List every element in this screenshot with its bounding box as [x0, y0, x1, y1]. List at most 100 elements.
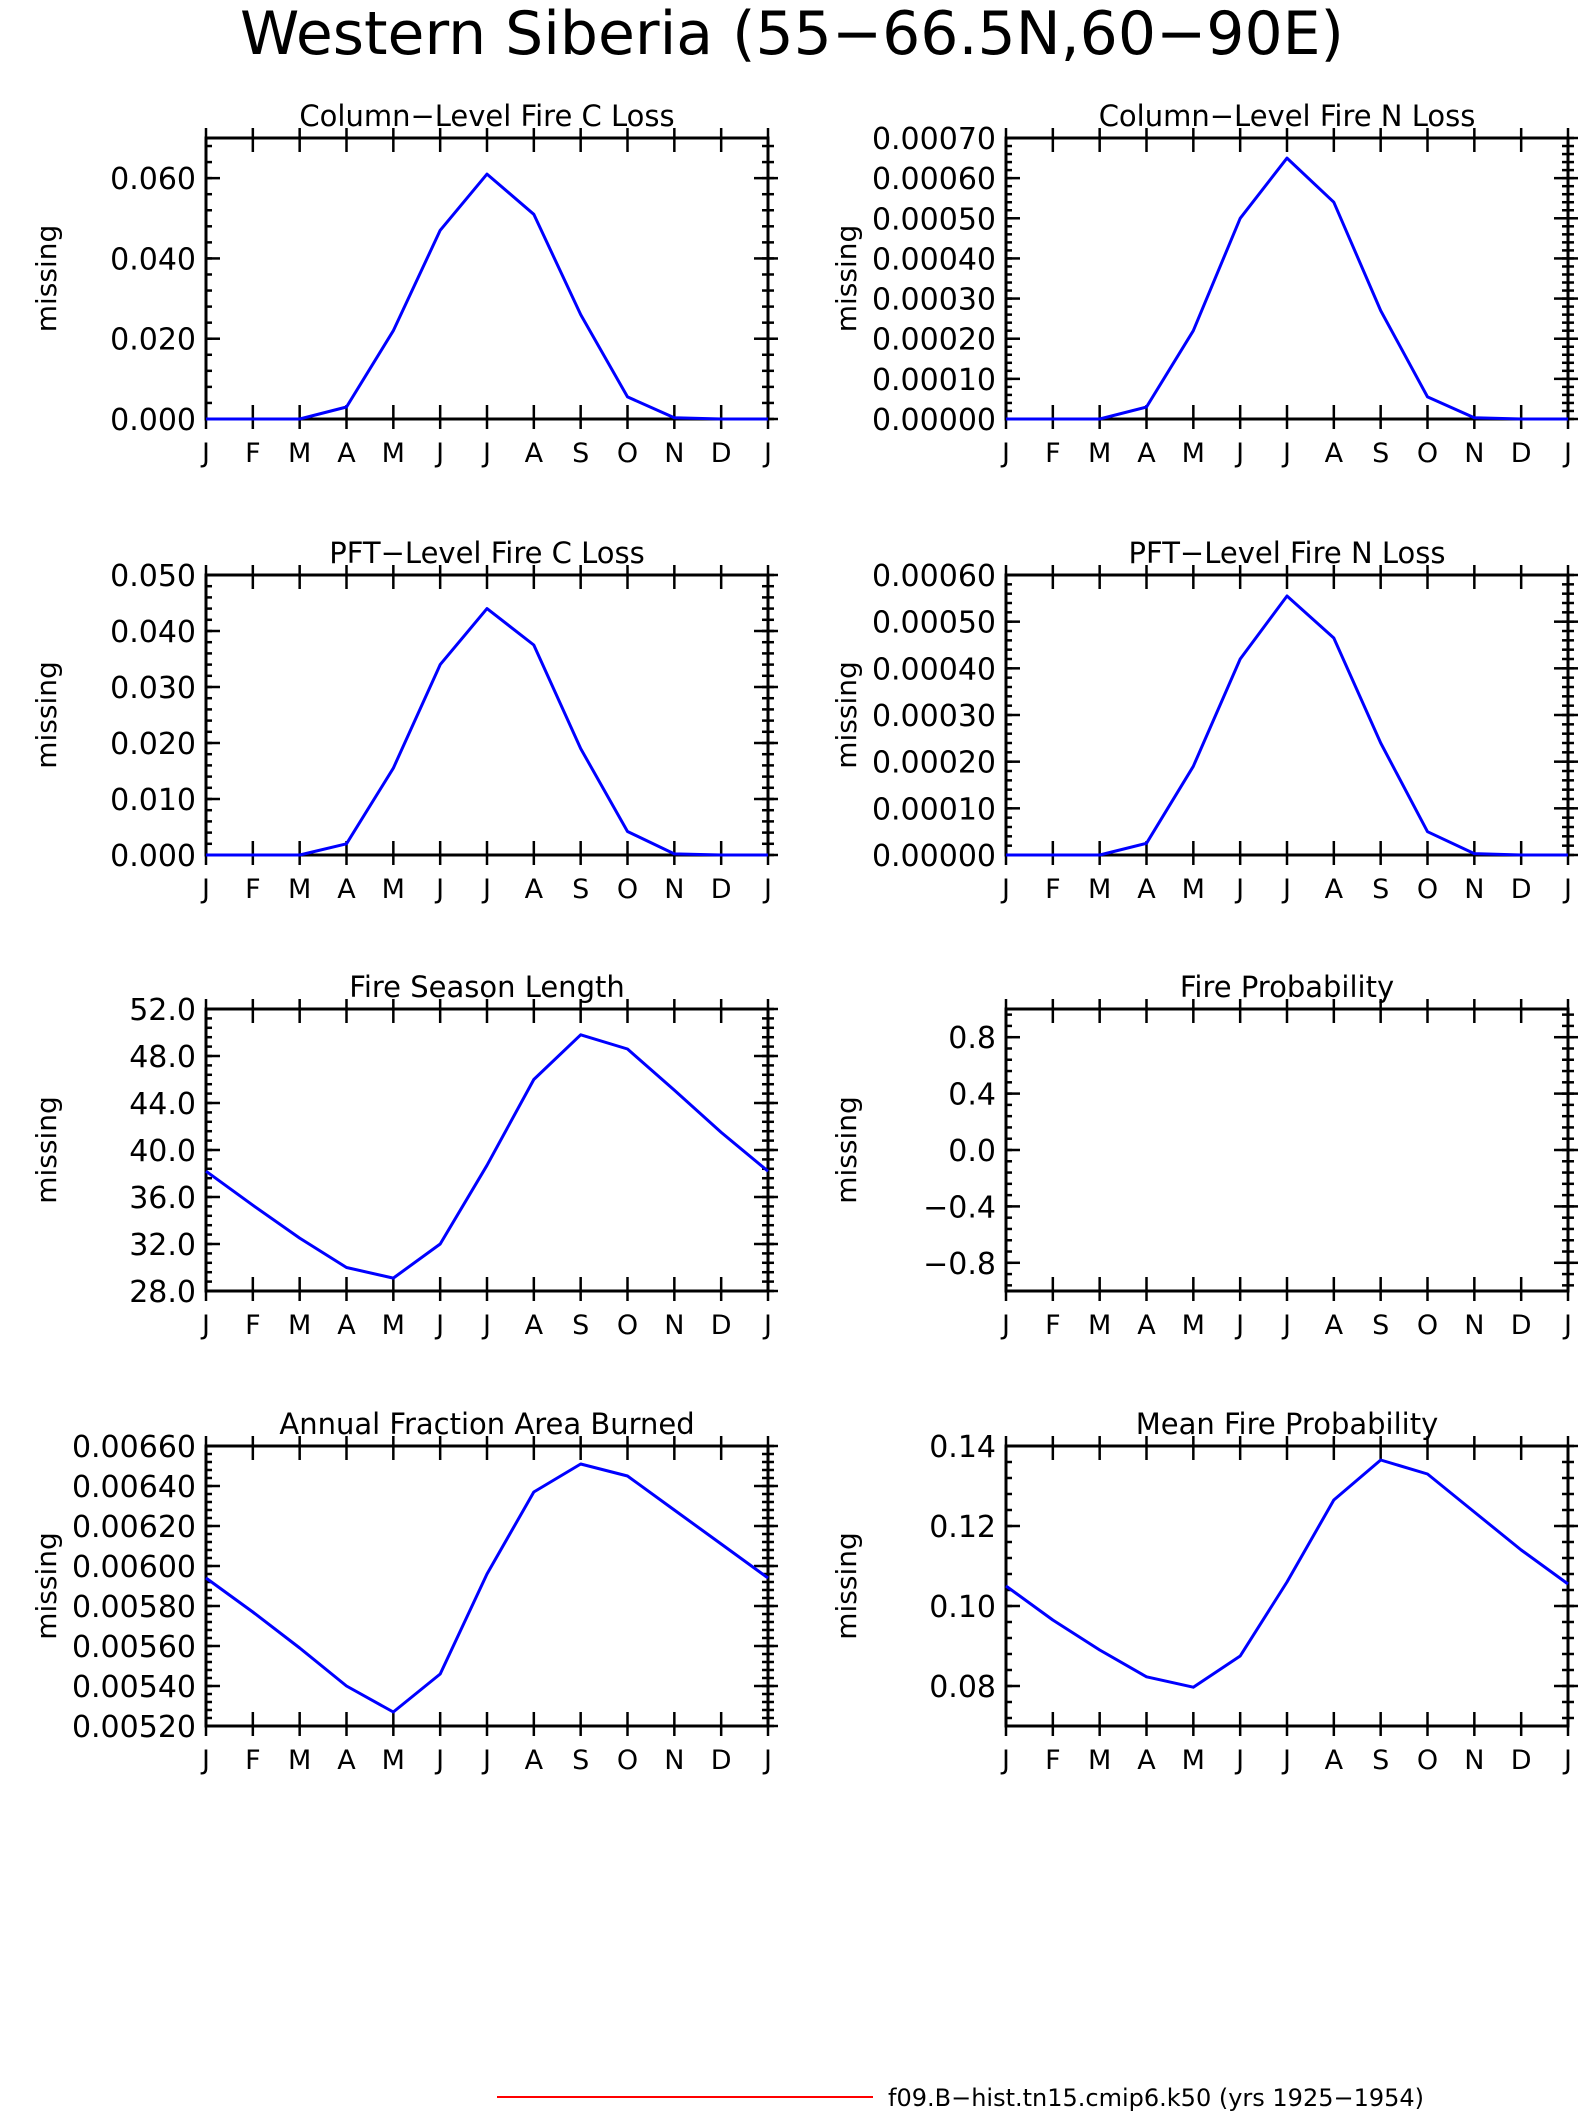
x-tick-label: J [481, 1310, 491, 1341]
x-tick-label: S [572, 438, 589, 469]
y-tick-label: 28.0 [129, 1275, 196, 1310]
x-tick-label: N [1464, 1745, 1484, 1776]
x-tick-label: N [1464, 1310, 1484, 1341]
legend: f09.B−hist.tn15.cmip6.k50 (yrs 1925−1954… [497, 2084, 1424, 2112]
x-tick-label: M [382, 1745, 405, 1776]
plot-frame [204, 573, 770, 857]
x-tick-label: D [1511, 438, 1532, 469]
x-tick-label: J [762, 1310, 772, 1341]
x-tick-label: J [481, 1745, 491, 1776]
x-tick-label: N [1464, 874, 1484, 905]
y-axis: 0.00000 0.00010 0.00020 0.00030 0.00040 0.000… [872, 559, 1578, 874]
x-tick-label: M [1182, 438, 1205, 469]
y-tick-label: 0.00030 [872, 283, 996, 318]
y-tick-label: 0.00050 [872, 606, 996, 641]
x-tick-label: F [1045, 438, 1061, 469]
plot-frame [1004, 1444, 1570, 1728]
x-tick-label: M [288, 1745, 311, 1776]
x-tick-label: J [1562, 874, 1572, 905]
plot-frame [204, 1444, 770, 1728]
x-tick-label: M [1088, 874, 1111, 905]
y-tick-label: 0.10 [929, 1590, 996, 1625]
x-tick-label: J [1281, 438, 1291, 469]
x-tick-label: M [382, 1310, 405, 1341]
x-tick-label: O [617, 438, 638, 469]
x-tick-label: N [664, 438, 684, 469]
x-tick-label: S [1372, 1310, 1389, 1341]
x-tick-label: J [200, 874, 210, 905]
x-tick-label: A [1137, 874, 1156, 905]
x-tick-label: J [762, 874, 772, 905]
y-tick-label: 0.040 [110, 242, 196, 277]
x-tick-label: D [1511, 1310, 1532, 1341]
x-tick-label: N [664, 1310, 684, 1341]
y-tick-label: 0.030 [110, 671, 196, 706]
x-tick-label: M [382, 874, 405, 905]
y-tick-label: 44.0 [129, 1087, 196, 1122]
x-tick-label: F [245, 1310, 261, 1341]
y-tick-label: 0.8 [948, 1021, 996, 1056]
x-tick-label: A [337, 1745, 356, 1776]
y-tick-label: 0.000 [110, 839, 196, 874]
y-tick-label: 0.00620 [72, 1510, 196, 1545]
y-tick-label: 0.14 [929, 1430, 996, 1465]
series-line [206, 172, 768, 421]
x-tick-label: O [1417, 874, 1438, 905]
y-tick-label: 0.050 [110, 559, 196, 594]
x-tick-label: S [1372, 1745, 1389, 1776]
x-tick-label: J [434, 874, 444, 905]
x-tick-label: M [1088, 1310, 1111, 1341]
x-tick-label: M [288, 874, 311, 905]
x-tick-label: J [481, 874, 491, 905]
plot-frame [1004, 1007, 1570, 1293]
x-tick-label: J [1234, 438, 1244, 469]
y-axis: 0.08 0.10 0.12 0.14 [929, 1430, 1578, 1720]
x-tick-label: A [525, 1310, 544, 1341]
x-tick-label: O [1417, 1310, 1438, 1341]
figure-title: Western Siberia (55−66.5N,60−90E) [240, 0, 1344, 69]
x-tick-label: J [762, 1745, 772, 1776]
x-tick-label: N [664, 874, 684, 905]
y-tick-label: 0.00060 [872, 162, 996, 197]
x-tick-label: F [1045, 874, 1061, 905]
x-tick-label: J [1000, 874, 1010, 905]
x-tick-label: J [1562, 1745, 1572, 1776]
x-tick-label: A [1325, 438, 1344, 469]
y-tick-label: 0.00640 [72, 1470, 196, 1505]
x-tick-label: F [245, 438, 261, 469]
x-tick-label: J [1281, 874, 1291, 905]
panel-title: Column−Level Fire C Loss [299, 99, 674, 133]
y-axis-label: missing [30, 1532, 63, 1640]
y-tick-label: 0.00580 [72, 1590, 196, 1625]
y-tick-label: −0.8 [923, 1247, 996, 1282]
x-tick-label: F [245, 874, 261, 905]
y-tick-label: 0.00560 [72, 1630, 196, 1665]
x-tick-label: J [1000, 1310, 1010, 1341]
x-tick-label: J [434, 1745, 444, 1776]
y-tick-label: 0.00050 [872, 202, 996, 237]
panel-title: Mean Fire Probability [1136, 1407, 1439, 1441]
y-axis: 0.000 0.010 0.020 0.030 0.040 0.050 [110, 559, 778, 874]
legend-label: f09.B−hist.tn15.cmip6.k50 (yrs 1925−1954… [888, 2084, 1424, 2112]
x-tick-label: A [337, 438, 356, 469]
x-tick-label: M [1182, 1745, 1205, 1776]
y-tick-label: 0.0 [948, 1134, 996, 1169]
y-axis-label: missing [830, 225, 863, 333]
y-tick-label: 0.00000 [872, 403, 996, 438]
x-tick-label: A [337, 874, 356, 905]
x-tick-label: D [711, 874, 732, 905]
y-tick-label: 0.00010 [872, 792, 996, 827]
x-tick-label: J [1234, 874, 1244, 905]
x-tick-label: O [617, 1310, 638, 1341]
x-tick-label: A [525, 1745, 544, 1776]
x-tick-label: D [1511, 1745, 1532, 1776]
